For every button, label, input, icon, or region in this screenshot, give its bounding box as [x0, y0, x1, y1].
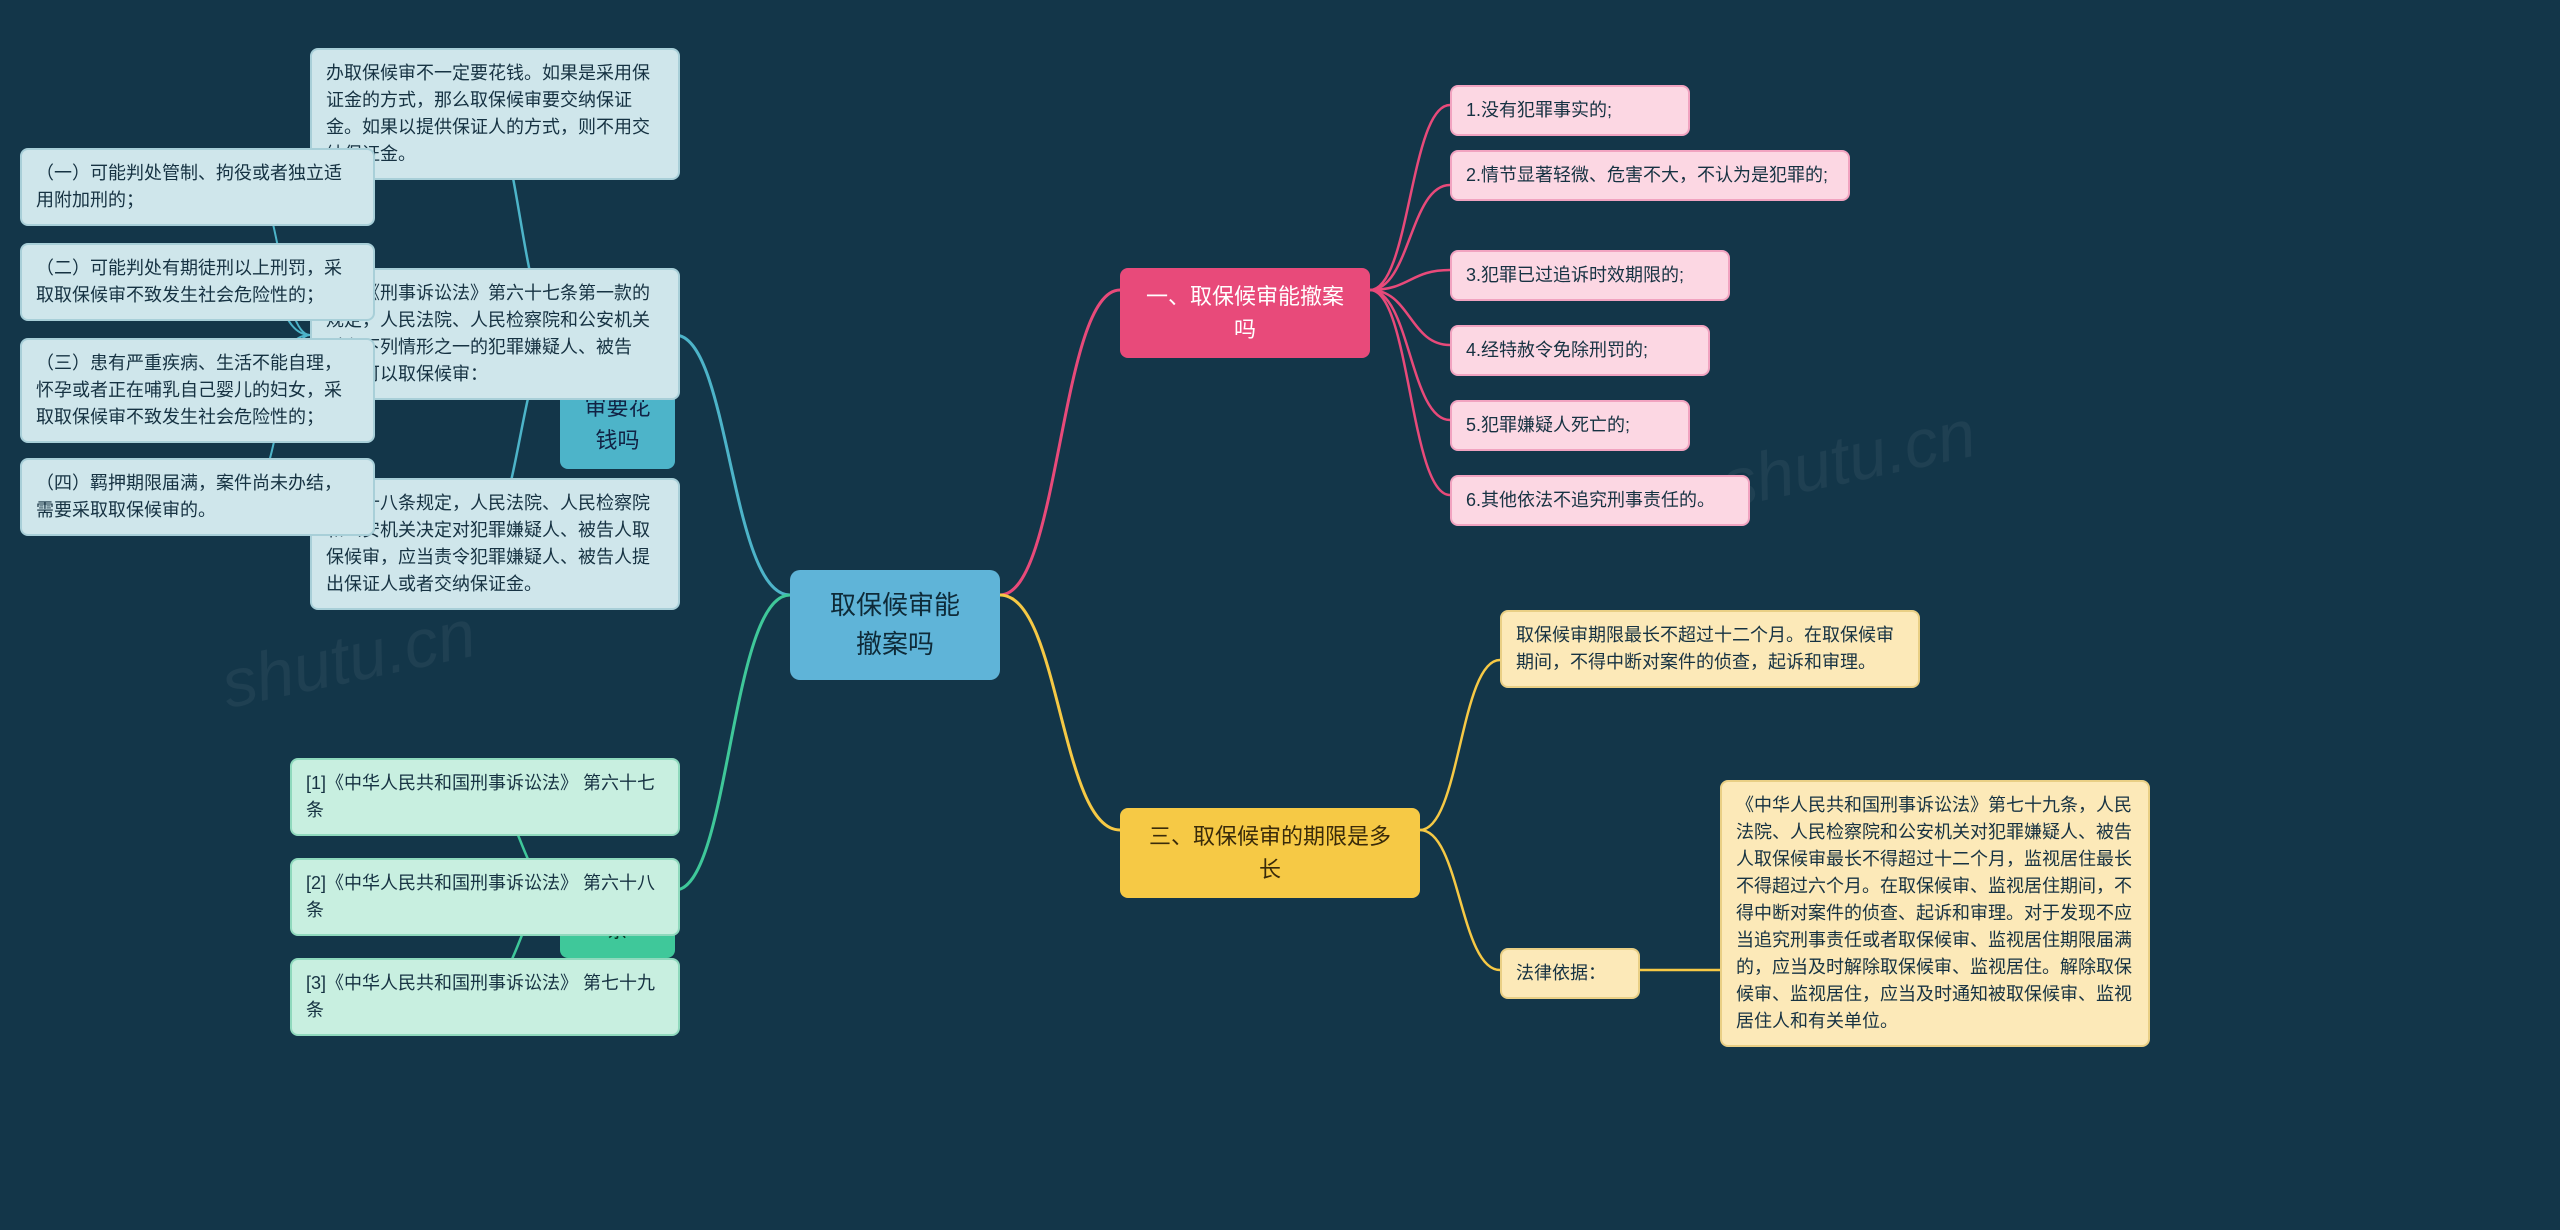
branch1-leaf-5: 5.犯罪嫌疑人死亡的; — [1450, 400, 1690, 451]
root-node: 取保候审能撤案吗 — [790, 570, 1000, 680]
watermark: shutu.cn — [1715, 394, 1983, 524]
branch1-leaf-6: 6.其他依法不追究刑事责任的。 — [1450, 475, 1750, 526]
cite-leaf-3: [3]《中华人民共和国刑事诉讼法》 第七十九条 — [290, 958, 680, 1036]
branch2-sub-4: （四）羁押期限届满，案件尚未办结，需要采取取保候审的。 — [20, 458, 375, 536]
cite-leaf-1: [1]《中华人民共和国刑事诉讼法》 第六十七条 — [290, 758, 680, 836]
branch1-leaf-1: 1.没有犯罪事实的; — [1450, 85, 1690, 136]
branch3-leaf-b-text: 《中华人民共和国刑事诉讼法》第七十九条，人民法院、人民检察院和公安机关对犯罪嫌疑… — [1720, 780, 2150, 1047]
branch-1: 一、取保候审能撤案吗 — [1120, 268, 1370, 358]
branch2-sub-1: （一）可能判处管制、拘役或者独立适用附加刑的； — [20, 148, 375, 226]
branch3-leaf-b-label: 法律依据： — [1500, 948, 1640, 999]
branch1-leaf-4: 4.经特赦令免除刑罚的; — [1450, 325, 1710, 376]
connector-layer — [0, 0, 2560, 1230]
branch1-leaf-2: 2.情节显著轻微、危害不大，不认为是犯罪的; — [1450, 150, 1850, 201]
branch2-sub-3: （三）患有严重疾病、生活不能自理，怀孕或者正在哺乳自己婴儿的妇女，采取取保候审不… — [20, 338, 375, 443]
branch3-leaf-a: 取保候审期限最长不超过十二个月。在取保候审期间，不得中断对案件的侦查，起诉和审理… — [1500, 610, 1920, 688]
cite-leaf-2: [2]《中华人民共和国刑事诉讼法》 第六十八条 — [290, 858, 680, 936]
branch2-sub-2: （二）可能判处有期徒刑以上刑罚，采取取保候审不致发生社会危险性的； — [20, 243, 375, 321]
branch-3: 三、取保候审的期限是多长 — [1120, 808, 1420, 898]
watermark: shutu.cn — [215, 594, 483, 724]
branch1-leaf-3: 3.犯罪已过追诉时效期限的; — [1450, 250, 1730, 301]
